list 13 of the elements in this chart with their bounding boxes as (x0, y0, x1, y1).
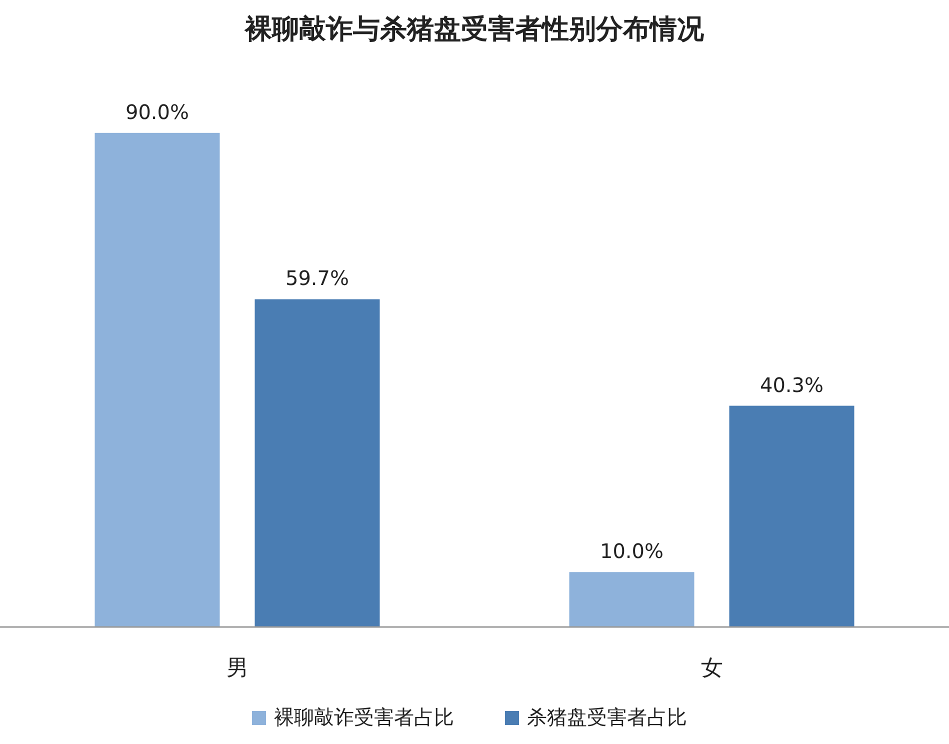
chart-title: 裸聊敲诈与杀猪盘受害者性别分布情况 (244, 14, 705, 45)
x-tick-label: 女 (700, 656, 723, 681)
x-tick-label: 男 (226, 656, 248, 681)
bar (94, 132, 220, 627)
data-label: 10.0% (600, 539, 664, 564)
data-label: 59.7% (285, 266, 350, 290)
legend-label: 裸聊敲诈受害者占比 (274, 705, 454, 729)
bar (729, 406, 854, 627)
bar (569, 572, 694, 627)
bar (254, 299, 380, 627)
data-label: 90.0% (125, 100, 190, 124)
data-label: 40.3% (760, 372, 824, 397)
legend-label: 杀猪盘受害者占比 (527, 705, 687, 729)
